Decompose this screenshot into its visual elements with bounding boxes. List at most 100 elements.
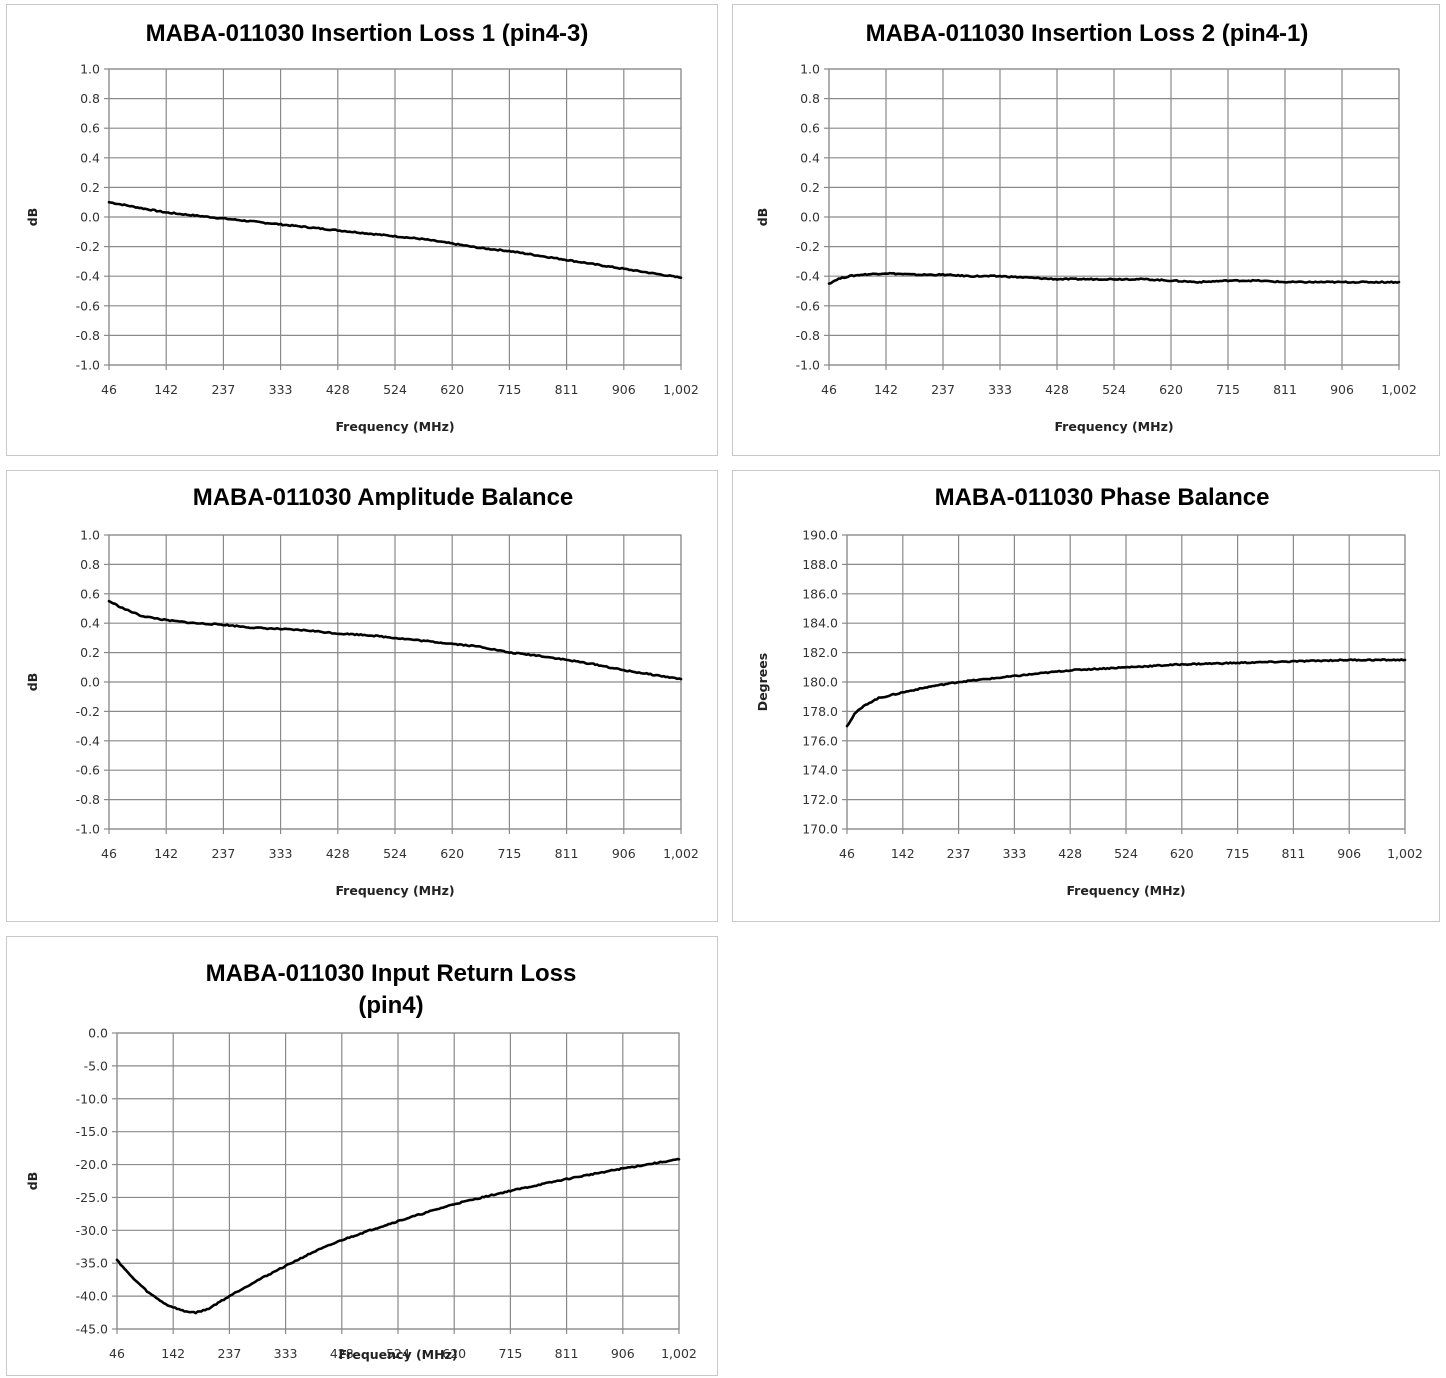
- x-axis-label: Frequency (MHz): [335, 883, 454, 898]
- plot-area: [108, 534, 682, 830]
- y-tick-label: -0.4: [76, 269, 100, 284]
- x-tick-label: 428: [1058, 846, 1082, 861]
- y-tick-label: 170.0: [802, 822, 838, 837]
- series-line-0: [827, 271, 1401, 285]
- x-tick-label: 1,002: [1381, 382, 1417, 397]
- x-tick-label: 1,002: [1387, 846, 1423, 861]
- y-tick-label: 184.0: [802, 616, 838, 631]
- x-tick-label: 142: [154, 846, 178, 861]
- y-tick-label: 0.0: [800, 210, 820, 225]
- y-tick-label: -30.0: [76, 1223, 108, 1238]
- x-tick-label: 142: [874, 382, 898, 397]
- chart-title: MABA-011030 Insertion Loss 1 (pin4-3): [146, 20, 589, 47]
- x-axis-label: Frequency (MHz): [335, 419, 454, 434]
- x-axis-label: Frequency (MHz): [1054, 419, 1173, 434]
- x-tick-label: 46: [821, 382, 837, 397]
- x-tick-label: 333: [274, 1346, 298, 1361]
- x-tick-label: 333: [988, 382, 1012, 397]
- y-tick-label: 0.8: [80, 91, 100, 106]
- x-tick-label: 811: [1273, 382, 1297, 397]
- y-tick-label: -25.0: [76, 1190, 108, 1205]
- chart-svg-0: MABA-011030 Insertion Loss 1 (pin4-3) 46 1…: [25, 20, 699, 434]
- y-tick-label: 0.4: [80, 616, 100, 631]
- y-axis-label: Degrees: [755, 653, 770, 711]
- y-tick-label: -0.8: [796, 328, 820, 343]
- y-tick-label: -45.0: [76, 1322, 108, 1337]
- y-tick-label: 0.6: [80, 586, 100, 601]
- y-tick-label: 188.0: [802, 557, 838, 572]
- x-tick-label: 620: [440, 846, 464, 861]
- x-tick-label: 237: [217, 1346, 241, 1361]
- x-axis-label: Frequency (MHz): [1066, 883, 1185, 898]
- x-tick-label: 715: [497, 382, 521, 397]
- x-tick-label: 524: [386, 1346, 410, 1361]
- y-tick-label: -0.4: [796, 269, 820, 284]
- x-tick-label: 237: [211, 846, 235, 861]
- y-axis-label: dB: [25, 208, 40, 226]
- y-axis-label: dB: [25, 673, 40, 691]
- x-tick-label: 237: [947, 846, 971, 861]
- y-tick-label: 1.0: [80, 528, 100, 543]
- chart-panel-insertion-loss-2: MABA-011030 Insertion Loss 2 (pin4-1) 46 1…: [732, 4, 1440, 456]
- x-tick-label: 46: [101, 382, 117, 397]
- x-tick-label: 524: [1114, 846, 1138, 861]
- y-tick-label: 0.4: [800, 150, 820, 165]
- y-tick-label: 172.0: [802, 792, 838, 807]
- y-tick-label: 1.0: [80, 62, 100, 77]
- y-tick-label: 0.0: [88, 1026, 108, 1041]
- y-tick-label: -0.4: [76, 733, 100, 748]
- x-tick-label: 620: [440, 382, 464, 397]
- y-tick-label: 186.0: [802, 586, 838, 601]
- chart-title: MABA-011030 Insertion Loss 2 (pin4-1): [866, 20, 1309, 47]
- x-tick-label: 46: [839, 846, 855, 861]
- y-tick-label: -5.0: [84, 1058, 108, 1073]
- y-tick-label: 182.0: [802, 645, 838, 660]
- y-tick-label: -0.8: [76, 328, 100, 343]
- plot-area: [828, 68, 1400, 366]
- x-tick-label: 1,002: [663, 382, 699, 397]
- chart-panel-amplitude-balance: MABA-011030 Amplitude Balance 46 142 237 333…: [6, 470, 718, 922]
- x-tick-label: 46: [101, 846, 117, 861]
- y-tick-label: -0.6: [796, 298, 820, 313]
- y-tick-label: -1.0: [76, 822, 100, 837]
- y-tick-label: -0.2: [796, 239, 820, 254]
- x-tick-label: 333: [269, 846, 293, 861]
- x-tick-label: 428: [1045, 382, 1069, 397]
- y-tick-label: -0.2: [76, 704, 100, 719]
- plot-area: [108, 68, 682, 366]
- chart-title-line-1: MABA-011030 Input Return Loss: [206, 960, 577, 987]
- y-tick-label: -1.0: [796, 358, 820, 373]
- y-tick-label: 174.0: [802, 763, 838, 778]
- x-tick-label: 715: [497, 846, 521, 861]
- x-tick-label: 906: [611, 1346, 635, 1361]
- y-axis-label: dB: [755, 208, 770, 226]
- chart-svg-4: MABA-011030 Input Return Loss (pin4) 46 142…: [25, 960, 697, 1362]
- x-tick-label: 1,002: [661, 1346, 697, 1361]
- x-tick-label: 333: [1002, 846, 1026, 861]
- x-tick-label: 906: [612, 382, 636, 397]
- y-tick-label: 0.8: [80, 557, 100, 572]
- x-tick-label: 524: [383, 382, 407, 397]
- y-tick-label: 0.2: [80, 180, 100, 195]
- x-tick-label: 428: [330, 1346, 354, 1361]
- y-tick-label: -35.0: [76, 1256, 108, 1271]
- x-tick-label: 46: [109, 1346, 125, 1361]
- series-line-0: [115, 1157, 681, 1315]
- y-tick-label: -15.0: [76, 1124, 108, 1139]
- chart-panel-insertion-loss-1: MABA-011030 Insertion Loss 1 (pin4-3) 46 1…: [6, 4, 718, 456]
- x-tick-label: 333: [269, 382, 293, 397]
- y-tick-label: 0.0: [80, 210, 100, 225]
- chart-panel-phase-balance: MABA-011030 Phase Balance 46 142 237 333 428 5…: [732, 470, 1440, 922]
- chart-svg-2: MABA-011030 Amplitude Balance 46 142 237 333…: [25, 484, 699, 898]
- y-tick-label: -0.8: [76, 792, 100, 807]
- x-tick-label: 620: [1159, 382, 1183, 397]
- y-tick-label: 0.4: [80, 150, 100, 165]
- x-tick-label: 620: [1170, 846, 1194, 861]
- plot-area: [116, 1032, 680, 1330]
- y-tick-label: -0.6: [76, 763, 100, 778]
- y-tick-label: 0.8: [800, 91, 820, 106]
- x-tick-label: 811: [555, 1346, 579, 1361]
- y-tick-label: 1.0: [800, 62, 820, 77]
- x-tick-label: 715: [498, 1346, 522, 1361]
- x-tick-label: 142: [154, 382, 178, 397]
